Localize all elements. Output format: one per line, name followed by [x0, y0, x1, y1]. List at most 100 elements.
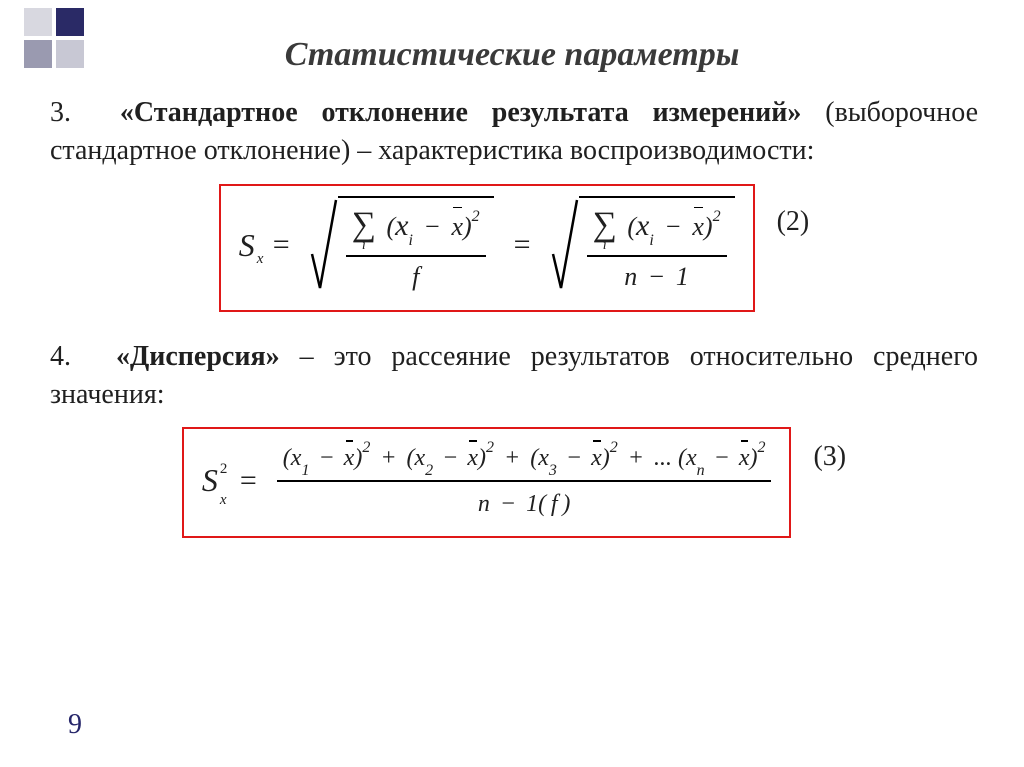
paren-open: ( [678, 445, 686, 471]
paren-open: ( [283, 445, 291, 471]
deco-square [24, 40, 52, 68]
var-xbar: x [739, 442, 750, 474]
minus-sign: − [664, 212, 682, 241]
var-xbar: x [467, 442, 478, 474]
var-x: x [415, 445, 426, 471]
sub-3: 3 [549, 462, 557, 479]
equals-sign: = [240, 461, 257, 502]
numerator: ∑ i (xi − x)2 [346, 204, 486, 255]
plus-sign: + [504, 445, 520, 471]
paragraph-3: 3. «Стандартное отклонение результата из… [50, 94, 978, 170]
den-n: n [478, 491, 490, 517]
radical-icon [310, 196, 338, 294]
var-x: x [538, 445, 549, 471]
deco-square [56, 40, 84, 68]
equation-number: (3) [813, 438, 846, 476]
item-number: 4. [50, 338, 96, 376]
sigma-symbol: ∑ [352, 210, 376, 241]
sub-i: i [408, 232, 412, 249]
var-xbar: x [591, 442, 602, 474]
den-1: 1 [676, 262, 689, 291]
term-bold: «Стандартное отклонение результата измер… [120, 97, 802, 128]
fraction-wide: (x1 − x)2 + (x2 − x)2 + (x3 − x)2 + ... … [277, 439, 772, 522]
minus-sign: − [714, 445, 730, 471]
formula-lhs: S x = [239, 224, 296, 267]
equation-number: (2) [777, 203, 810, 241]
den-n: n [624, 262, 637, 291]
equals-sign: = [273, 225, 290, 266]
paren-close: ) [463, 212, 472, 241]
sub-n: n [697, 462, 705, 479]
plus-sign: + [628, 445, 644, 471]
term-bold: «Дисперсия» [116, 341, 280, 372]
fraction: ∑ i (xi − x)2 f [346, 204, 486, 296]
sqrt-1: ∑ i (xi − x)2 f [310, 196, 494, 296]
var-xbar: x [344, 442, 355, 474]
var-S-main: S [202, 459, 218, 502]
var-S: S x [239, 224, 255, 267]
sqrt-body: ∑ i (xi − x)2 f [338, 196, 494, 296]
sqrt-body: ∑ i (xi − x)2 n − 1 [579, 196, 735, 296]
sup-2: 2 [757, 439, 765, 456]
var-xbar: x [451, 209, 463, 244]
formula-box-2: S 2 x = (x1 − x)2 + (x2 − x)2 + (x3 − [182, 427, 792, 538]
var-x: x [291, 445, 302, 471]
plus-sign: + [380, 445, 396, 471]
var-S-sup: 2 [220, 459, 228, 479]
paren-close: ) [478, 445, 486, 471]
den-f: f [551, 491, 558, 517]
sigma-index: i [603, 240, 607, 253]
numerator: ∑ i (xi − x)2 [587, 204, 727, 255]
page-number: 9 [68, 709, 82, 741]
formula-lhs: S 2 x = [202, 459, 263, 502]
dots: ... [654, 445, 672, 471]
sub-i: i [649, 232, 653, 249]
minus-sign: − [423, 212, 441, 241]
sup-2: 2 [486, 439, 494, 456]
var-S-main: S [239, 224, 255, 267]
den-1: 1 [526, 491, 538, 517]
slide-title: Статистические параметры [0, 0, 1024, 94]
var-x: x [686, 445, 697, 471]
numerator: (x1 − x)2 + (x2 − x)2 + (x3 − x)2 + ... … [277, 439, 772, 479]
denominator: f [406, 257, 425, 296]
item-number: 3. [50, 94, 96, 132]
minus-sign: − [500, 491, 516, 517]
paren-close: ) [704, 212, 713, 241]
var-xi: x [636, 209, 649, 242]
sup-2: 2 [362, 439, 370, 456]
minus-sign: − [648, 262, 666, 291]
equals-sign: = [514, 225, 531, 266]
sigma: ∑ i [352, 210, 376, 253]
radical-icon [551, 196, 579, 294]
sub-1: 1 [301, 462, 309, 479]
superscript-2: 2 [472, 208, 480, 225]
var-xi: x [395, 209, 408, 242]
var-S-sub: x [220, 490, 227, 510]
paren-open: ( [407, 445, 415, 471]
var-S-sub: x [257, 249, 264, 269]
var-S2: S 2 x [202, 459, 218, 502]
paren-open: ( [386, 212, 395, 241]
sigma-symbol: ∑ [593, 210, 617, 241]
paren-close: ) [562, 491, 570, 517]
sub-2: 2 [425, 462, 433, 479]
sigma-index: i [362, 240, 366, 253]
deco-square [24, 8, 52, 36]
formula-row-2: S 2 x = (x1 − x)2 + (x2 − x)2 + (x3 − [50, 427, 978, 538]
formula-row-1: S x = ∑ i (xi [50, 184, 978, 312]
sup-2: 2 [610, 439, 618, 456]
paragraph-4: 4. «Дисперсия» – это рассеяние результат… [50, 338, 978, 414]
formula-box-1: S x = ∑ i (xi [219, 184, 755, 312]
denominator: n − 1( f ) [472, 482, 577, 522]
minus-sign: − [442, 445, 458, 471]
corner-decoration [24, 8, 84, 68]
minus-sign: − [318, 445, 334, 471]
content-area: 3. «Стандартное отклонение результата из… [0, 94, 1024, 538]
paren-open: ( [627, 212, 636, 241]
denominator: n − 1 [618, 257, 695, 296]
paren-close: ) [602, 445, 610, 471]
sigma: ∑ i [593, 210, 617, 253]
var-xbar: x [692, 209, 704, 244]
fraction: ∑ i (xi − x)2 n − 1 [587, 204, 727, 296]
